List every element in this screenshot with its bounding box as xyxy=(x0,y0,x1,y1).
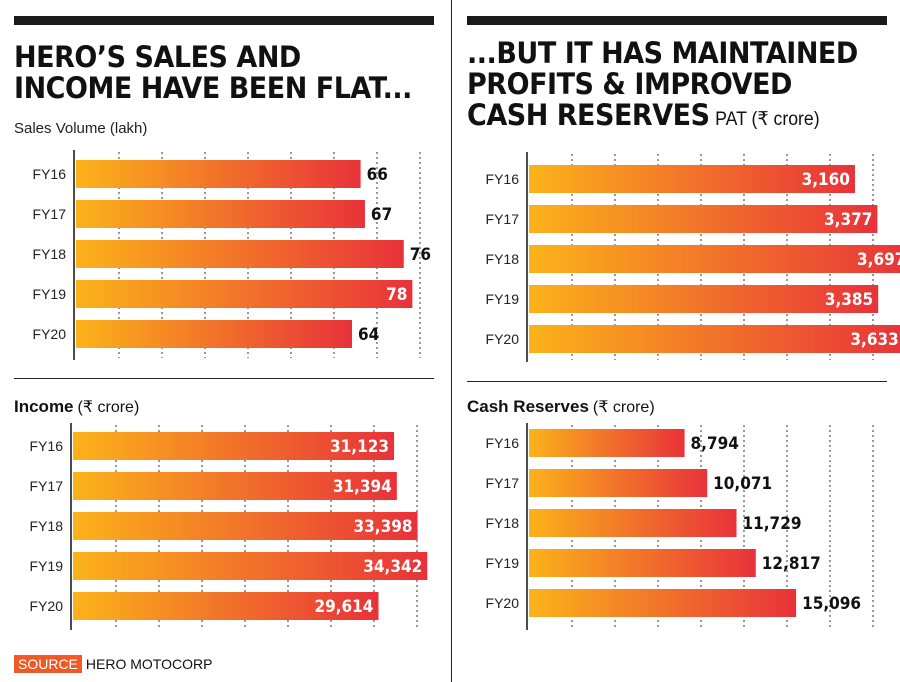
pat-value-label: 3,633 xyxy=(850,329,898,349)
sales-bar xyxy=(76,160,361,188)
income-section-title: Income (₹ crore) xyxy=(14,397,139,417)
cash-category-label: FY16 xyxy=(486,435,520,451)
cash-value-label: 12,817 xyxy=(762,553,821,573)
pat-bar xyxy=(529,165,855,193)
pat-value-label: 3,160 xyxy=(802,169,850,189)
cash-section-title: Cash Reserves (₹ crore) xyxy=(467,397,655,417)
sales-value-label: 64 xyxy=(358,324,379,344)
income-value-label: 31,123 xyxy=(330,436,389,456)
cash-value-label: 11,729 xyxy=(742,513,801,533)
income-value-label: 31,394 xyxy=(333,476,392,496)
cash-bar xyxy=(529,509,737,537)
sales-value-label: 66 xyxy=(367,164,388,184)
income-bar xyxy=(73,552,428,580)
income-category-label: FY19 xyxy=(30,558,64,574)
cash-category-label: FY17 xyxy=(486,475,520,491)
left-headline: HERO’S SALES AND INCOME HAVE BEEN FLAT..… xyxy=(14,42,412,104)
income-bar xyxy=(73,432,395,460)
right-headline-line-3-text: CASH RESERVES xyxy=(467,98,710,132)
income-category-label: FY17 xyxy=(30,478,64,494)
cash-title: Cash Reserves xyxy=(467,397,589,416)
source-line: SOURCE HERO MOTOCORP xyxy=(14,655,213,673)
sales-volume-chart: FY16 66 FY17 67 FY18 76 FY19 78 FY20 64 xyxy=(33,150,431,360)
right-section-divider xyxy=(467,381,887,382)
income-value-label: 29,614 xyxy=(314,596,373,616)
income-value-label: 34,342 xyxy=(363,556,422,576)
cash-bar xyxy=(529,589,797,617)
income-title: Income xyxy=(14,397,74,416)
left-top-rule xyxy=(14,16,434,25)
sales-bar xyxy=(76,280,413,308)
cash-unit: (₹ crore) xyxy=(592,399,655,416)
pat-category-label: FY20 xyxy=(486,331,520,347)
sales-value-label: 76 xyxy=(410,244,431,264)
cash-value-label: 8,794 xyxy=(691,433,739,453)
sales-value-label: 67 xyxy=(371,204,392,224)
cash-category-label: FY20 xyxy=(486,595,520,611)
pat-chart: FY16 3,160 FY17 3,377 FY18 3,697 FY19 3,385 FY20… xyxy=(486,152,900,362)
income-bar xyxy=(73,512,418,540)
cash-value-label: 15,096 xyxy=(802,593,861,613)
income-category-label: FY16 xyxy=(30,438,64,454)
sales-chart-subtitle: Sales Volume (lakh) xyxy=(14,120,148,137)
panel-divider xyxy=(451,0,452,682)
pat-bar xyxy=(529,325,900,353)
sales-value-label: 78 xyxy=(386,284,407,304)
sales-bar xyxy=(76,240,404,268)
right-headline: ...BUT IT HAS MAINTAINED PROFITS & IMPRO… xyxy=(467,38,858,135)
income-unit: (₹ crore) xyxy=(77,399,140,416)
pat-category-label: FY16 xyxy=(486,171,520,187)
cash-bar xyxy=(529,429,685,457)
left-headline-line-2: INCOME HAVE BEEN FLAT... xyxy=(14,71,412,105)
right-headline-line-1: ...BUT IT HAS MAINTAINED xyxy=(467,36,858,70)
income-bar xyxy=(73,592,379,620)
pat-bar xyxy=(529,285,879,313)
sales-category-label: FY19 xyxy=(33,286,67,302)
pat-bar xyxy=(529,205,878,233)
sales-bar xyxy=(76,320,352,348)
income-bar xyxy=(73,472,397,500)
sales-category-label: FY20 xyxy=(33,326,67,342)
pat-value-label: 3,697 xyxy=(857,249,900,269)
left-headline-line-1: HERO’S SALES AND xyxy=(14,40,301,74)
right-headline-line-2: PROFITS & IMPROVED xyxy=(467,67,792,101)
pat-category-label: FY18 xyxy=(486,251,520,267)
pat-bar xyxy=(529,245,900,273)
pat-value-label: 3,385 xyxy=(825,289,873,309)
source-text: HERO MOTOCORP xyxy=(85,656,213,672)
right-headline-line-3: CASH RESERVES PAT (₹ crore) xyxy=(467,100,858,135)
source-tag: SOURCE xyxy=(14,655,82,673)
sales-category-label: FY18 xyxy=(33,246,67,262)
income-chart: FY16 31,123 FY17 31,394 FY18 33,398 FY19 34,342… xyxy=(30,423,428,630)
cash-category-label: FY18 xyxy=(486,515,520,531)
pat-category-label: FY17 xyxy=(486,211,520,227)
cash-reserves-chart: FY16 8,794 FY17 10,071 FY18 11,729 FY19 12,817 F… xyxy=(486,423,874,630)
sales-bar xyxy=(76,200,365,228)
left-section-divider xyxy=(14,378,434,379)
income-value-label: 33,398 xyxy=(354,516,413,536)
cash-bar xyxy=(529,549,756,577)
pat-value-label: 3,377 xyxy=(824,209,872,229)
sales-category-label: FY17 xyxy=(33,206,67,222)
cash-bar xyxy=(529,469,708,497)
cash-category-label: FY19 xyxy=(486,555,520,571)
income-category-label: FY20 xyxy=(30,598,64,614)
cash-value-label: 10,071 xyxy=(713,473,772,493)
right-top-rule xyxy=(467,16,887,25)
income-category-label: FY18 xyxy=(30,518,64,534)
pat-chart-unit: PAT (₹ crore) xyxy=(715,109,820,130)
pat-category-label: FY19 xyxy=(486,291,520,307)
sales-category-label: FY16 xyxy=(33,166,67,182)
